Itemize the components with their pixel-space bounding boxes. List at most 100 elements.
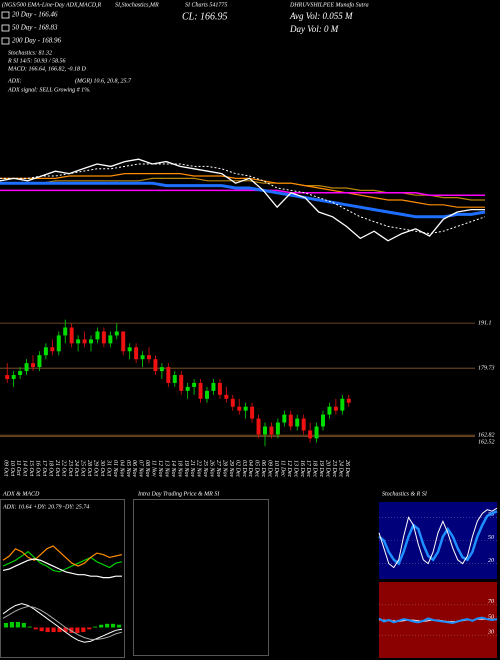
series-line: [2, 603, 123, 643]
y-tick-label: 50: [488, 535, 494, 541]
candle-body: [69, 327, 74, 344]
histogram-bar: [75, 627, 80, 633]
candle-body: [147, 355, 151, 360]
panel-title: ADX & MACD: [2, 491, 40, 497]
histogram-bar: [9, 622, 15, 628]
x-tick-label: 05 Nov: [125, 460, 131, 478]
page-title: SI Charts 541775: [185, 1, 227, 8]
x-tick-label: 22 Nov: [196, 460, 202, 478]
histogram-bar: [21, 622, 26, 628]
x-tick-label: 20 Dec: [325, 460, 331, 477]
histogram-bar: [57, 627, 62, 633]
adx-label: ADX:: [7, 78, 22, 84]
candle-body: [256, 418, 261, 435]
close-price: CL: 166.95: [182, 11, 228, 22]
candle-body: [43, 347, 48, 356]
x-tick-label: 13 Nov: [163, 460, 169, 478]
candle-body: [114, 331, 119, 336]
candle-body: [50, 347, 55, 352]
x-tick-label: 18 Nov: [176, 460, 182, 478]
series-line: [2, 558, 122, 579]
series-line: [2, 605, 123, 640]
candle-body: [282, 414, 287, 423]
candle-body: [263, 426, 267, 435]
x-tick-label: 22 Oct: [60, 460, 66, 476]
candle-body: [95, 331, 100, 340]
candle-body: [31, 363, 35, 368]
histogram-bar: [105, 623, 110, 628]
legend-box: [1, 37, 10, 45]
indicator-label: Stochastics: 81.32: [8, 50, 52, 56]
candle-body: [127, 347, 132, 352]
y-tick-label: 20: [488, 558, 494, 564]
candle-body: [11, 375, 16, 379]
candle-body: [198, 382, 203, 399]
legend-box: [1, 11, 10, 19]
series-line: [378, 507, 498, 569]
x-tick-label: 21 Nov: [189, 460, 195, 478]
candle-body: [121, 331, 126, 352]
histogram-bar: [69, 627, 74, 633]
histogram-bar: [110, 623, 116, 628]
candle-body: [82, 339, 87, 344]
x-tick-label: 24 Dec: [337, 460, 344, 477]
candle-body: [108, 335, 113, 344]
x-tick-label: 29 Oct: [93, 460, 99, 476]
x-tick-label: 10 Dec: [273, 460, 279, 477]
candle-body: [205, 390, 209, 399]
y-tick-label: 70: [488, 599, 494, 605]
x-tick-label: 21 Oct: [54, 460, 60, 476]
x-tick-label: 01 Nov: [112, 460, 118, 478]
candle-body: [327, 406, 332, 415]
x-tick-label: 17 Dec: [305, 460, 311, 477]
series-line: [2, 545, 123, 567]
candle-body: [269, 426, 274, 435]
x-tick-label: 19 Dec: [318, 460, 324, 477]
candle-body: [321, 414, 325, 427]
x-tick-label: 26 Dec: [344, 460, 350, 477]
x-tick-label: 14 Nov: [170, 460, 177, 478]
series-line: [378, 510, 498, 566]
x-tick-label: 12 Nov: [157, 460, 163, 478]
candle-body: [172, 375, 177, 383]
y-tick-label: 50: [488, 614, 494, 620]
histogram-bar: [39, 627, 44, 632]
histogram-bar: [45, 627, 50, 633]
histogram-bar: [81, 627, 86, 633]
page-title: (NGS/500 EMA-Line-Day ADX,MACD,R: [2, 1, 102, 8]
candle-body: [5, 375, 10, 379]
candle-body: [63, 327, 68, 336]
adx-signal: ADX signal: SELL Growing # 1%.: [7, 87, 91, 93]
x-tick-label: 30 Oct: [99, 459, 105, 476]
x-tick-label: 04 Dec: [247, 460, 254, 477]
x-tick-label: 26 Nov: [209, 460, 215, 478]
candle-body: [333, 406, 338, 411]
histogram-bar: [99, 624, 104, 628]
x-tick-label: 13 Dec: [292, 460, 298, 477]
histogram-bar: [33, 627, 38, 630]
x-tick-label: 10 Oct: [9, 460, 15, 476]
y-tick-label: 162.82: [478, 432, 495, 438]
y-tick-label: 179.73: [478, 366, 495, 372]
x-tick-label: 27 Nov: [215, 460, 221, 478]
x-tick-label: 02 Dec: [234, 460, 240, 477]
x-tick-label: 14 Oct: [22, 460, 29, 476]
series-line: [0, 173, 485, 208]
series-line: [0, 158, 485, 242]
candle-body: [288, 414, 293, 427]
indicator-label: MACD: 166.64, 166.82, -0.18 D: [7, 65, 86, 72]
x-tick-label: 19 Nov: [183, 460, 189, 478]
histogram-bar: [51, 627, 56, 633]
x-tick-label: 23 Oct: [67, 460, 73, 476]
candle-body: [217, 382, 222, 395]
x-tick-label: 24 Oct: [73, 460, 80, 476]
candle-body: [224, 394, 229, 399]
candle-body: [76, 339, 81, 344]
series-line: [0, 189, 485, 196]
candle-body: [159, 367, 164, 372]
histogram-bar: [15, 622, 20, 628]
x-tick-label: 15 Oct: [28, 460, 34, 476]
candle-body: [314, 426, 319, 439]
candle-body: [56, 335, 61, 352]
